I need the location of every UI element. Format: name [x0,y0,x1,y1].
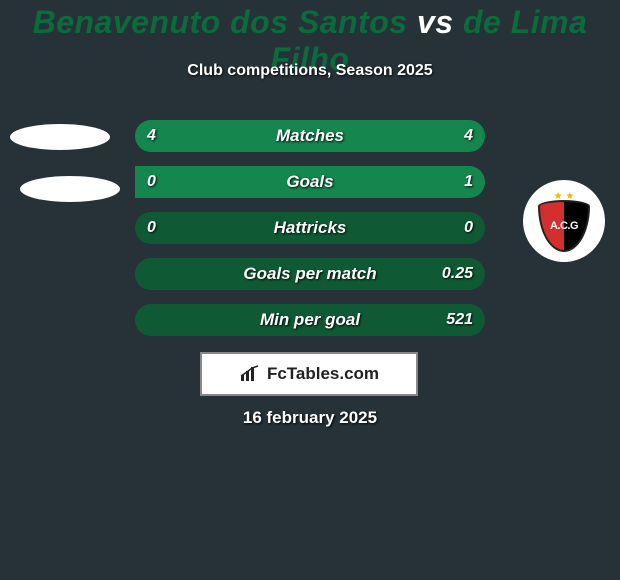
stat-value-right: 0.25 [442,258,473,290]
footer-brand-box: FcTables.com [200,352,418,396]
left-logo-2 [20,176,120,202]
title-vs: vs [408,4,463,40]
subtitle: Club competitions, Season 2025 [0,62,620,80]
logo-shield-icon: A.C.G [538,200,590,252]
stat-value-right: 1 [464,166,473,198]
stat-label: Matches [135,120,485,152]
stat-row: 0Goals1 [135,166,485,198]
stat-value-right: 521 [446,304,473,336]
stat-value-right: 4 [464,120,473,152]
date: 16 february 2025 [0,408,620,428]
stat-row: 0Hattricks0 [135,212,485,244]
stats-panel: 4Matches40Goals10Hattricks0Goals per mat… [135,120,485,350]
right-club-logo: ★ ★ A.C.G [523,180,605,262]
bar-chart-icon [239,365,261,383]
stat-label: Goals per match [135,258,485,290]
comparison-infographic: Benavenuto dos Santos vs de Lima Filho C… [0,0,620,580]
title-player-1: Benavenuto dos Santos [33,4,408,40]
stat-label: Goals [135,166,485,198]
left-logo-1 [10,124,110,150]
stat-value-right: 0 [464,212,473,244]
stat-row: 4Matches4 [135,120,485,152]
stat-label: Hattricks [135,212,485,244]
footer-brand-text: FcTables.com [267,364,379,384]
stat-row: Min per goal521 [135,304,485,336]
stat-row: Goals per match0.25 [135,258,485,290]
stat-label: Min per goal [135,304,485,336]
logo-shield-text: A.C.G [550,220,578,232]
